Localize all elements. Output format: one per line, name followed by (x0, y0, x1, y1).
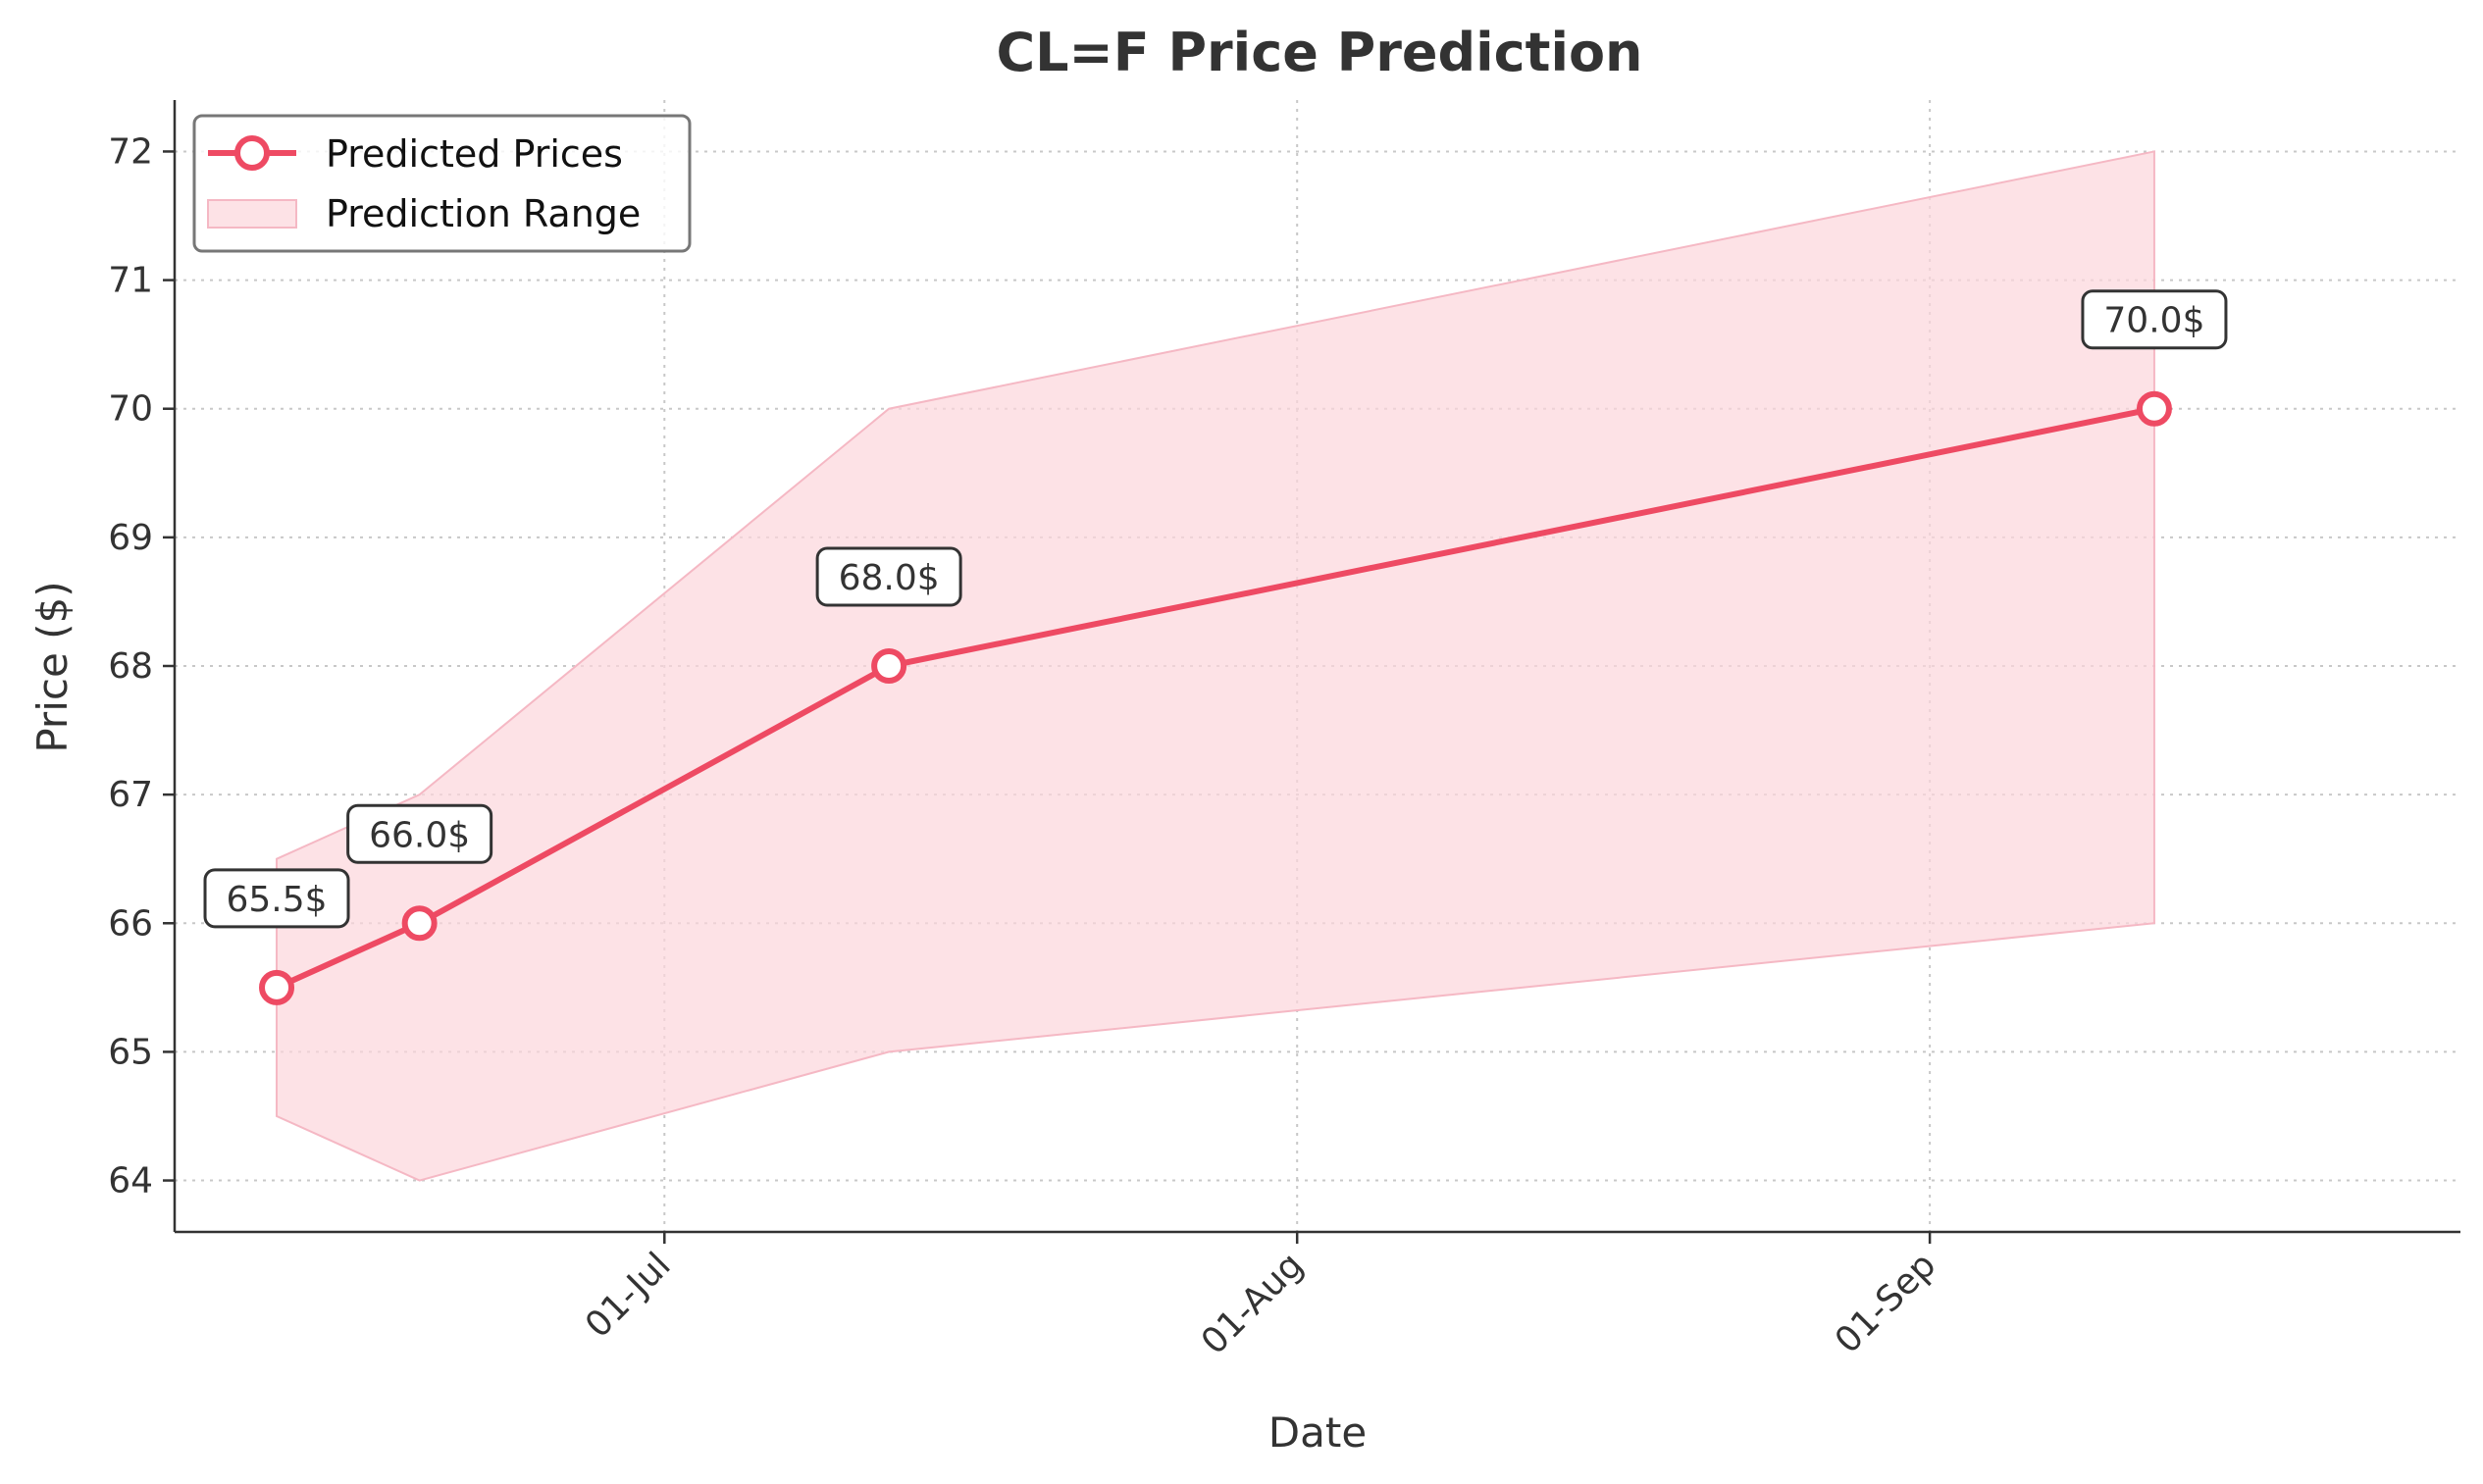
legend-box (192, 114, 692, 253)
price-point-marker (259, 969, 295, 1005)
price-annotation-label: 70.0$ (2103, 301, 2204, 341)
chart-title: CL=F Price Prediction (997, 22, 1643, 83)
y-tick-label: 71 (108, 261, 153, 301)
y-tick-label: 64 (108, 1161, 153, 1202)
predicted-prices-markers (259, 390, 2172, 1005)
price-annotation-label: 66.0$ (369, 815, 470, 855)
legend-range-swatch (207, 199, 297, 229)
predicted-prices-line (275, 405, 2155, 991)
x-tick-label: 01-Aug (1194, 1245, 1312, 1362)
legend: Predicted Prices Prediction Range (192, 114, 692, 253)
y-tick-label: 68 (108, 646, 153, 687)
y-ticks: 64 65 66 67 68 69 70 71 72 (108, 131, 175, 1202)
y-tick-label: 72 (108, 131, 153, 172)
x-tick-label: 01-Jul (578, 1245, 679, 1346)
price-point-marker (401, 905, 438, 942)
price-annotation-label: 65.5$ (226, 880, 327, 920)
price-point-marker (871, 648, 907, 684)
legend-label-prediction-range: Prediction Range (326, 192, 641, 235)
y-tick-label: 67 (108, 775, 153, 815)
x-ticks: 01-Jul 01-Aug 01-Sep (578, 1232, 1944, 1362)
legend-label-predicted-prices: Predicted Prices (326, 132, 623, 176)
price-annotations: 65.5$ 66.0$ 68.0$ 70.0$ (203, 289, 2228, 929)
x-tick-label: 01-Sep (1828, 1245, 1944, 1361)
price-point-marker (2136, 390, 2172, 427)
y-tick-label: 65 (108, 1032, 153, 1072)
price-annotation-box (203, 868, 350, 929)
price-annotation-box (815, 546, 962, 607)
x-axis-label: Date (1268, 1408, 1367, 1457)
legend-marker-swatch (234, 135, 270, 171)
y-tick-label: 66 (108, 903, 153, 944)
price-annotation-box (346, 803, 493, 864)
y-tick-label: 70 (108, 389, 153, 430)
y-tick-label: 69 (108, 518, 153, 558)
prediction-range-band (276, 150, 2155, 1182)
price-annotation-label: 68.0$ (839, 558, 940, 598)
price-annotation-box (2081, 289, 2228, 350)
y-axis-label: Price ($) (28, 581, 77, 752)
